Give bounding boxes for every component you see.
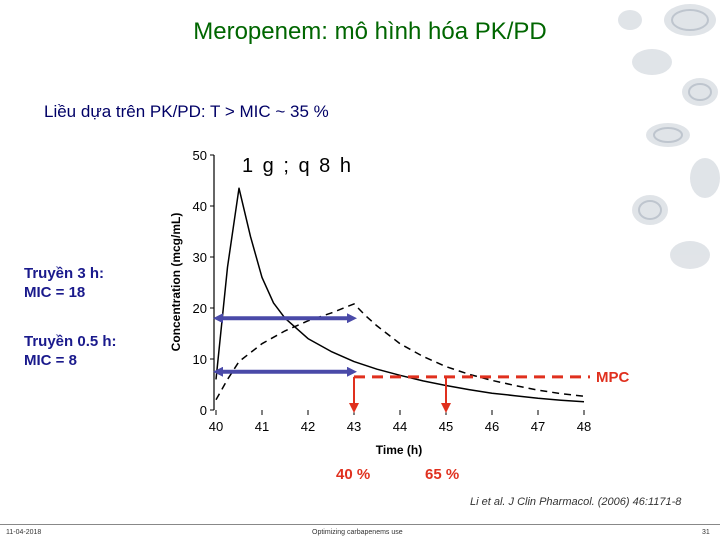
x-tick-label: 44 <box>393 419 407 434</box>
mpc-layer <box>349 375 590 413</box>
x-tick-label: 40 <box>209 419 223 434</box>
slide-subtitle: Liều dựa trên PK/PD: T > MIC ~ 35 % <box>44 102 329 121</box>
x-tick-label: 48 <box>577 419 591 434</box>
footer-divider <box>0 524 720 525</box>
series-layer <box>215 187 585 403</box>
footer-center: Optimizing carbapenems use <box>312 529 403 536</box>
y-axis-title: Concentration (mcg/mL) <box>169 213 183 352</box>
dose-label: 1 g ; q 8 h <box>242 155 353 177</box>
x-tick-label: 41 <box>255 419 269 434</box>
x-tick-label: 43 <box>347 419 361 434</box>
y-tick-label: 10 <box>193 352 207 367</box>
x-tick-label: 42 <box>301 419 315 434</box>
y-tick-label: 50 <box>193 148 207 163</box>
series-line-2 <box>215 303 585 401</box>
y-tick-label: 0 <box>200 403 207 418</box>
x-ticks: 40 41 42 43 44 45 46 47 48 <box>209 410 591 434</box>
citation: Li et al. J Clin Pharmacol. (2006) 46:11… <box>470 496 682 508</box>
callout-infusion-3h-text: Truyền 3 h: MIC = 18 <box>24 265 105 301</box>
plot-area <box>214 148 584 410</box>
callout-infusion-3h: Truyền 3 h: MIC = 18 <box>24 264 148 306</box>
callout-infusion-05h: Truyền 0.5 h: MIC = 8 <box>24 332 148 376</box>
footer-date: 11-04-2018 <box>6 529 42 536</box>
x-tick-label: 47 <box>531 419 545 434</box>
pct-label-right: 65 % <box>425 466 460 483</box>
mpc-label: MPC <box>596 369 630 386</box>
mic-arrows <box>213 313 357 377</box>
series-line-1 <box>215 187 585 403</box>
y-ticks: 0 10 20 30 40 50 <box>193 148 214 418</box>
slide-title: Meropenem: mô hình hóa PK/PD <box>193 18 547 45</box>
y-tick-label: 20 <box>193 301 207 316</box>
y-tick-label: 30 <box>193 250 207 265</box>
background-decoration <box>618 4 720 269</box>
x-tick-label: 46 <box>485 419 499 434</box>
pct-label-left: 40 % <box>336 466 371 483</box>
x-tick-label: 45 <box>439 419 453 434</box>
callout-infusion-05h-text: Truyền 0.5 h: MIC = 8 <box>24 333 117 369</box>
footer-page: 31 <box>702 529 710 536</box>
x-axis-title: Time (h) <box>376 443 422 457</box>
y-tick-label: 40 <box>193 199 207 214</box>
